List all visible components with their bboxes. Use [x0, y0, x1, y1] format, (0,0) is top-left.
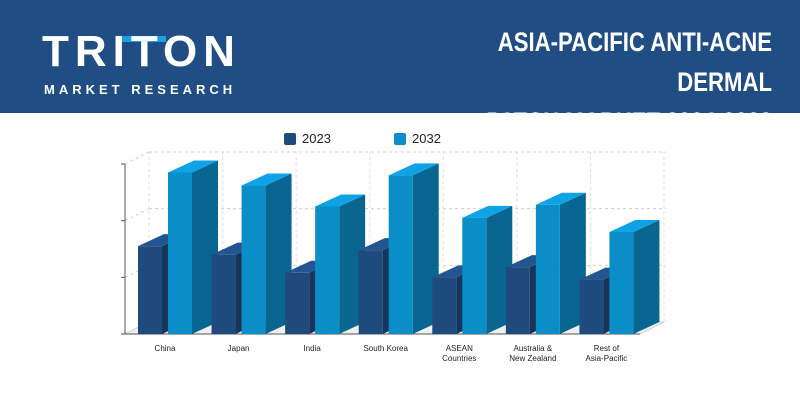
- x-tick-label-line: Australia &: [514, 344, 553, 353]
- bar-front: [138, 246, 162, 334]
- x-tick-label: China: [155, 344, 176, 353]
- bar-front: [388, 175, 413, 334]
- bar-top: [315, 194, 366, 207]
- bar-side: [265, 173, 292, 334]
- x-tick-label: Australia & New Zealand: [509, 344, 556, 363]
- bar-2032-5: [535, 192, 586, 334]
- gridline-side: [124, 264, 150, 278]
- legend-label-2023: 2023: [302, 131, 331, 146]
- bar-top: [388, 163, 439, 176]
- x-tick-label-line: South Korea: [363, 344, 408, 353]
- bar-front: [241, 185, 266, 334]
- x-tick-label-line: Rest of: [594, 344, 620, 353]
- brand-logo: TRITON: [42, 27, 241, 76]
- x-tick-label: South Korea: [363, 344, 408, 353]
- bar-front: [211, 254, 236, 334]
- bar-front: [462, 217, 487, 334]
- gridline-side: [124, 208, 150, 222]
- x-tick-label-line: Countries: [442, 354, 476, 363]
- bar-side: [559, 192, 586, 334]
- page-title: ASIA-PACIFIC ANTI-ACNE DERMAL PATCH MARK…: [428, 22, 772, 142]
- legend-swatch-2032: [394, 132, 406, 145]
- bar-2032-4: [462, 205, 513, 334]
- bar-side: [633, 220, 660, 334]
- x-tick-label: Japan: [228, 344, 250, 353]
- bar-front: [285, 272, 310, 334]
- bar-front: [168, 172, 192, 334]
- x-tick-label-line: China: [155, 344, 176, 353]
- bar-front: [358, 250, 383, 334]
- bar-front: [432, 277, 457, 334]
- bar-top: [241, 173, 292, 186]
- header-banner: TRITON MARKET RESEARCH ASIA-PACIFIC ANTI…: [0, 0, 800, 137]
- bar-front: [579, 279, 604, 334]
- bar-top: [168, 160, 218, 173]
- title-line-1: ASIA-PACIFIC ANTI-ACNE DERMAL: [497, 27, 772, 97]
- legend-item-2032: 2032: [394, 131, 441, 146]
- bar-top: [535, 192, 586, 205]
- bar-top: [609, 220, 660, 232]
- x-tick-label-line: Asia-Pacific: [586, 354, 628, 363]
- bar-side: [412, 163, 439, 334]
- bar-front: [535, 204, 560, 334]
- x-tick-label-line: India: [303, 344, 321, 353]
- logo-accent: [120, 36, 166, 42]
- brand-tagline: MARKET RESEARCH: [44, 82, 237, 97]
- bar-2032-6: [609, 220, 660, 334]
- x-tick-label: Rest of Asia-Pacific: [586, 344, 628, 363]
- x-tick-label: ASEAN Countries: [442, 344, 476, 363]
- title-line-2: PATCH MARKET 2024-2032: [486, 107, 772, 137]
- bar-2032-0: [168, 160, 218, 334]
- bar-side: [339, 194, 366, 334]
- bars: [138, 160, 660, 334]
- bar-2032-3: [388, 163, 439, 334]
- bar-2032-2: [315, 194, 366, 334]
- x-tick-label-line: Japan: [228, 344, 250, 353]
- bar-front: [505, 267, 530, 334]
- legend-label-2032: 2032: [412, 131, 441, 146]
- bar-front: [609, 232, 634, 334]
- bar-side: [192, 160, 218, 334]
- x-tick-label-line: ASEAN: [446, 344, 473, 353]
- bar-side: [486, 205, 513, 334]
- bar-front: [315, 206, 340, 334]
- legend-swatch-2023: [284, 132, 296, 145]
- bar-top: [462, 205, 513, 218]
- bar-2032-1: [241, 173, 292, 334]
- x-tick-label: India: [303, 344, 321, 353]
- legend-item-2023: 2023: [284, 131, 331, 146]
- gridline-side: [124, 151, 150, 165]
- chart-legend: 2023 2032: [0, 131, 800, 147]
- x-tick-label-line: New Zealand: [509, 354, 556, 363]
